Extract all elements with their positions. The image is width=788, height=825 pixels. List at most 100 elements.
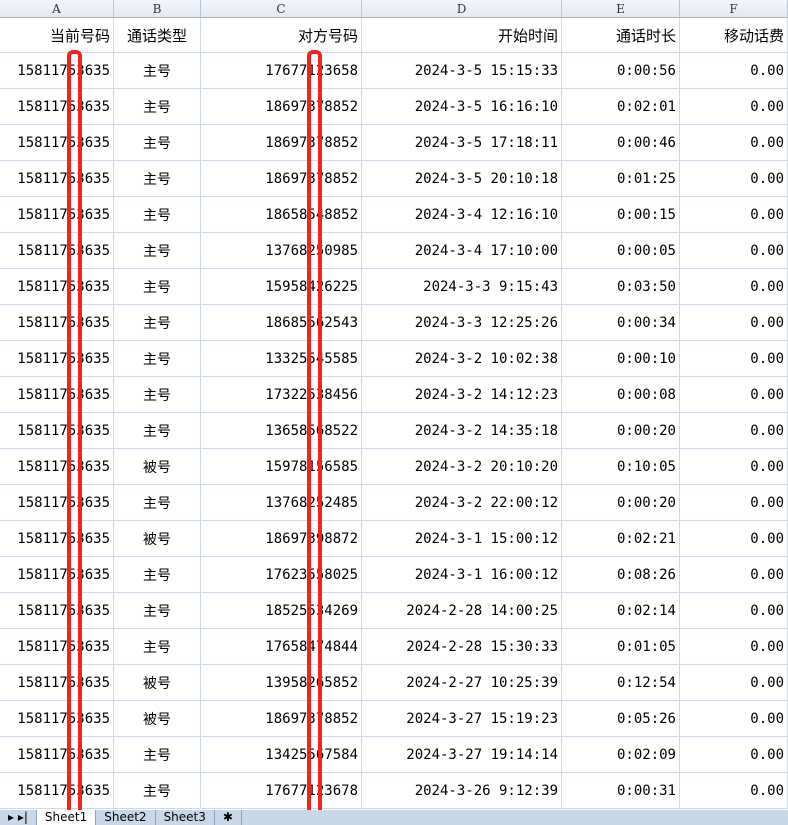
column-header-D[interactable]: D — [362, 0, 562, 17]
cell-duration[interactable]: 0:00:31 — [562, 773, 680, 808]
cell-start-time[interactable]: 2024-3-2 20:10:20 — [362, 449, 562, 484]
cell-duration[interactable]: 0:10:05 — [562, 449, 680, 484]
cell-other-number[interactable]: 17677123678 — [201, 773, 362, 808]
cell-call-type[interactable]: 主号 — [114, 53, 201, 88]
cell-fee[interactable]: 0.00 — [680, 269, 788, 304]
cell-fee[interactable]: 0.00 — [680, 53, 788, 88]
cell-current-number[interactable]: 15811753635 — [0, 341, 114, 376]
cell-current-number[interactable]: 15811753635 — [0, 485, 114, 520]
cell-current-number[interactable]: 15811753635 — [0, 413, 114, 448]
cell-other-number[interactable]: 18658548852 — [201, 197, 362, 232]
cell-start-time[interactable]: 2024-2-27 10:25:39 — [362, 665, 562, 700]
cell-fee[interactable]: 0.00 — [680, 773, 788, 808]
cell-other-number[interactable]: 18697378852 — [201, 701, 362, 736]
cell-duration[interactable]: 0:05:26 — [562, 701, 680, 736]
cell-call-type[interactable]: 主号 — [114, 125, 201, 160]
cell-start-time[interactable]: 2024-3-5 16:16:10 — [362, 89, 562, 124]
cell-call-type[interactable]: 主号 — [114, 233, 201, 268]
cell-duration[interactable]: 0:02:14 — [562, 593, 680, 628]
cell-fee[interactable]: 0.00 — [680, 521, 788, 556]
header-current-number[interactable]: 当前号码 — [0, 18, 114, 52]
cell-start-time[interactable]: 2024-3-27 15:19:23 — [362, 701, 562, 736]
cell-start-time[interactable]: 2024-3-2 14:12:23 — [362, 377, 562, 412]
cell-call-type[interactable]: 主号 — [114, 377, 201, 412]
cell-current-number[interactable]: 15811753635 — [0, 773, 114, 808]
sheet-tab-1[interactable]: Sheet1 — [36, 810, 97, 825]
column-header-B[interactable]: B — [114, 0, 201, 17]
cell-fee[interactable]: 0.00 — [680, 629, 788, 664]
cell-other-number[interactable]: 17623558025 — [201, 557, 362, 592]
cell-duration[interactable]: 0:00:46 — [562, 125, 680, 160]
sheet-nav-arrows-icon[interactable]: ▸ ▸| — [0, 810, 37, 825]
cell-other-number[interactable]: 13768250985 — [201, 233, 362, 268]
cell-current-number[interactable]: 15811753635 — [0, 269, 114, 304]
cell-call-type[interactable]: 主号 — [114, 89, 201, 124]
cell-current-number[interactable]: 15811753635 — [0, 197, 114, 232]
cell-current-number[interactable]: 15811753635 — [0, 521, 114, 556]
cell-call-type[interactable]: 主号 — [114, 557, 201, 592]
cell-fee[interactable]: 0.00 — [680, 341, 788, 376]
cell-duration[interactable]: 0:00:05 — [562, 233, 680, 268]
cell-fee[interactable]: 0.00 — [680, 701, 788, 736]
cell-duration[interactable]: 0:00:10 — [562, 341, 680, 376]
cell-call-type[interactable]: 主号 — [114, 161, 201, 196]
cell-current-number[interactable]: 15811753635 — [0, 305, 114, 340]
cell-other-number[interactable]: 18685562543 — [201, 305, 362, 340]
insert-sheet-icon[interactable]: ✱ — [215, 810, 242, 825]
cell-duration[interactable]: 0:00:56 — [562, 53, 680, 88]
cell-start-time[interactable]: 2024-3-1 15:00:12 — [362, 521, 562, 556]
cell-current-number[interactable]: 15811753635 — [0, 629, 114, 664]
cell-duration[interactable]: 0:00:20 — [562, 485, 680, 520]
cell-start-time[interactable]: 2024-3-2 10:02:38 — [362, 341, 562, 376]
cell-duration[interactable]: 0:00:15 — [562, 197, 680, 232]
cell-other-number[interactable]: 17658474844 — [201, 629, 362, 664]
cell-current-number[interactable]: 15811753635 — [0, 377, 114, 412]
cell-other-number[interactable]: 15958426225 — [201, 269, 362, 304]
cell-current-number[interactable]: 15811753635 — [0, 557, 114, 592]
cell-duration[interactable]: 0:01:05 — [562, 629, 680, 664]
column-header-E[interactable]: E — [562, 0, 680, 17]
cell-start-time[interactable]: 2024-3-4 17:10:00 — [362, 233, 562, 268]
cell-fee[interactable]: 0.00 — [680, 665, 788, 700]
cell-call-type[interactable]: 主号 — [114, 197, 201, 232]
cell-duration[interactable]: 0:00:34 — [562, 305, 680, 340]
cell-fee[interactable]: 0.00 — [680, 449, 788, 484]
column-header-C[interactable]: C — [201, 0, 362, 17]
cell-call-type[interactable]: 主号 — [114, 629, 201, 664]
cell-call-type[interactable]: 被号 — [114, 449, 201, 484]
cell-other-number[interactable]: 18697398872 — [201, 521, 362, 556]
cell-start-time[interactable]: 2024-3-1 16:00:12 — [362, 557, 562, 592]
cell-current-number[interactable]: 15811753635 — [0, 53, 114, 88]
cell-other-number[interactable]: 15978156585 — [201, 449, 362, 484]
cell-call-type[interactable]: 主号 — [114, 773, 201, 808]
cell-fee[interactable]: 0.00 — [680, 197, 788, 232]
column-header-A[interactable]: A — [0, 0, 114, 17]
cell-start-time[interactable]: 2024-3-26 9:12:39 — [362, 773, 562, 808]
cell-start-time[interactable]: 2024-3-5 20:10:18 — [362, 161, 562, 196]
cell-current-number[interactable]: 15811753635 — [0, 593, 114, 628]
cell-fee[interactable]: 0.00 — [680, 233, 788, 268]
header-fee[interactable]: 移动话费 — [680, 18, 788, 52]
cell-other-number[interactable]: 17322538456 — [201, 377, 362, 412]
header-start-time[interactable]: 开始时间 — [362, 18, 562, 52]
cell-fee[interactable]: 0.00 — [680, 593, 788, 628]
cell-fee[interactable]: 0.00 — [680, 305, 788, 340]
cell-current-number[interactable]: 15811753635 — [0, 89, 114, 124]
cell-start-time[interactable]: 2024-3-4 12:16:10 — [362, 197, 562, 232]
cell-fee[interactable]: 0.00 — [680, 557, 788, 592]
cell-call-type[interactable]: 主号 — [114, 305, 201, 340]
cell-other-number[interactable]: 17677123658 — [201, 53, 362, 88]
cell-call-type[interactable]: 被号 — [114, 665, 201, 700]
cell-current-number[interactable]: 15811753635 — [0, 737, 114, 772]
cell-current-number[interactable]: 15811753635 — [0, 449, 114, 484]
cell-start-time[interactable]: 2024-3-3 12:25:26 — [362, 305, 562, 340]
cell-current-number[interactable]: 15811753635 — [0, 665, 114, 700]
sheet-tab-3[interactable]: Sheet3 — [156, 810, 215, 825]
cell-duration[interactable]: 0:01:25 — [562, 161, 680, 196]
cell-fee[interactable]: 0.00 — [680, 89, 788, 124]
cell-duration[interactable]: 0:12:54 — [562, 665, 680, 700]
cell-start-time[interactable]: 2024-3-2 22:00:12 — [362, 485, 562, 520]
cell-start-time[interactable]: 2024-2-28 14:00:25 — [362, 593, 562, 628]
cell-call-type[interactable]: 主号 — [114, 269, 201, 304]
cell-current-number[interactable]: 15811753635 — [0, 233, 114, 268]
